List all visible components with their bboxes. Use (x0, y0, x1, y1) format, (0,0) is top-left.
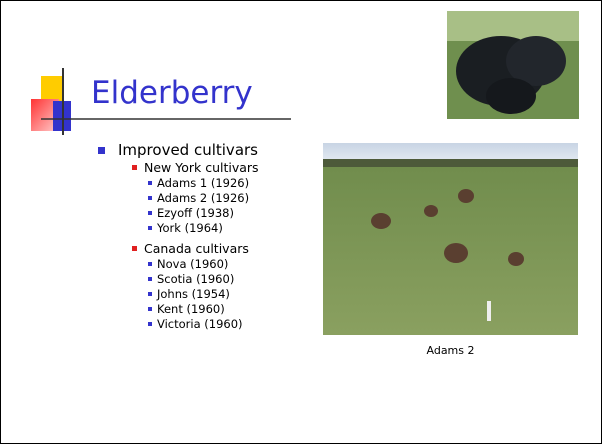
bullet-marker (148, 262, 152, 266)
bullet-marker (148, 226, 152, 230)
field-photo (323, 143, 578, 335)
bullet-text: Improved cultivars (118, 141, 258, 159)
berry-photo (447, 11, 579, 119)
slide-title: Elderberry (91, 75, 253, 111)
bullet-text: Adams 1 (1926) (157, 176, 249, 190)
bullet-text: Scotia (1960) (157, 272, 234, 286)
bullet-text: Victoria (1960) (157, 317, 243, 331)
bullet-text: Johns (1954) (157, 287, 230, 301)
bullet-marker (132, 246, 137, 251)
bullet-marker (98, 147, 105, 154)
bullet-text: Ezyoff (1938) (157, 206, 234, 220)
bullet-text: York (1964) (157, 221, 223, 235)
bullet-marker (132, 165, 137, 170)
bullet-marker (148, 322, 152, 326)
deco-square (41, 76, 64, 101)
figure-caption: Adams 2 (323, 344, 578, 357)
slide: Elderberry Adams 2 Improved cultivarsNew… (0, 0, 602, 444)
bullet-text: Adams 2 (1926) (157, 191, 249, 205)
bullet-marker (148, 292, 152, 296)
bullet-marker (148, 181, 152, 185)
bullet-marker (148, 307, 152, 311)
bullet-text: New York cultivars (144, 160, 259, 175)
bullet-text: Nova (1960) (157, 257, 228, 271)
bullet-text: Kent (1960) (157, 302, 225, 316)
bullet-marker (148, 277, 152, 281)
bullet-marker (148, 211, 152, 215)
bullet-marker (148, 196, 152, 200)
bullet-text: Canada cultivars (144, 241, 249, 256)
decoration (1, 1, 601, 443)
